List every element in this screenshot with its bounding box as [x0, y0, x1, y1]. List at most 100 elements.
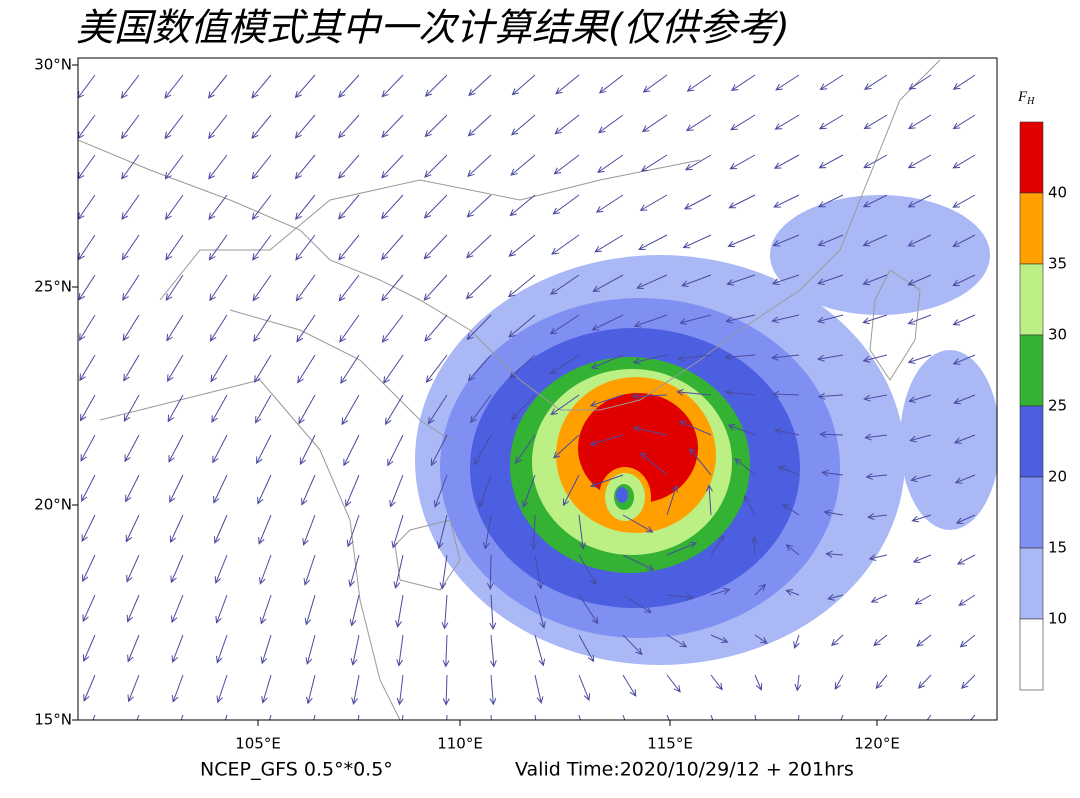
wind-arrow — [907, 274, 932, 286]
wind-arrow — [164, 114, 184, 140]
wind-arrow — [259, 594, 272, 625]
wind-arrow — [710, 534, 725, 556]
wind-arrow — [863, 114, 888, 130]
lon-label: 115°E — [647, 735, 693, 753]
wind-arrow — [164, 194, 184, 221]
wind-arrow — [166, 314, 184, 342]
wind-arrow — [666, 674, 681, 693]
wind-arrow — [338, 74, 360, 98]
wind-arrow — [591, 314, 624, 331]
wind-arrow — [208, 234, 228, 261]
wind-arrow — [166, 354, 184, 383]
wind-arrow — [771, 353, 800, 361]
wind-arrow — [907, 234, 932, 247]
colorbar-label: 15 — [1048, 539, 1067, 557]
wind-arrow — [870, 594, 888, 603]
wind-arrow — [578, 594, 599, 625]
wind-arrow — [351, 674, 360, 705]
wind-arrow — [680, 274, 712, 287]
wind-arrow — [562, 474, 580, 507]
wind-arrow — [595, 194, 624, 213]
wind-arrow — [465, 234, 492, 259]
wind-arrow — [344, 474, 360, 508]
wind-arrow — [773, 154, 800, 169]
wind-arrow — [341, 394, 360, 426]
wind-arrow — [510, 394, 536, 421]
wind-arrow — [724, 389, 756, 396]
wind-arrow — [743, 494, 756, 516]
wind-arrow — [960, 674, 976, 690]
wind-arrow — [818, 114, 844, 130]
wind-arrow — [180, 714, 184, 720]
wind-arrow — [817, 354, 844, 362]
wind-arrow — [641, 114, 668, 133]
title: 美国数值模式其中一次计算结果(仅供参考) — [76, 6, 790, 50]
wind-arrow — [793, 634, 800, 650]
wind-arrow — [122, 274, 140, 301]
wind-arrow — [589, 474, 624, 488]
wind-arrow — [734, 458, 756, 476]
wind-arrow — [509, 194, 536, 217]
wind-arrow — [395, 594, 404, 628]
wind-arrow — [549, 354, 580, 375]
wind-arrow — [121, 154, 140, 180]
wind-arrow — [466, 194, 492, 218]
wind-arrow — [121, 194, 140, 221]
wind-arrow — [666, 484, 678, 516]
wind-arrow — [165, 234, 184, 261]
wind-arrow — [424, 154, 448, 178]
wind-arrow — [258, 514, 272, 545]
wind-arrow — [684, 154, 712, 171]
colorbar-segment — [1019, 334, 1044, 407]
wind-arrow — [171, 634, 184, 663]
map-frame — [77, 57, 998, 721]
wind-arrow — [594, 234, 624, 253]
wind-arrow — [817, 274, 844, 286]
wind-arrow — [909, 434, 932, 443]
wind-arrow — [122, 314, 140, 342]
wind-arrow — [597, 154, 624, 174]
wind-arrow — [622, 554, 655, 571]
wind-arrow — [754, 714, 757, 720]
wind-arrow — [338, 114, 360, 139]
wind-arrow — [81, 474, 96, 502]
wind-arrow — [952, 114, 976, 130]
wind-arrow — [511, 74, 536, 96]
wind-arrow — [439, 554, 448, 590]
wind-arrow — [482, 514, 492, 550]
wind-arrow — [862, 314, 888, 325]
wind-arrow — [120, 114, 140, 140]
wind-arrow — [632, 425, 668, 436]
wind-arrow — [633, 314, 668, 328]
wind-arrow — [211, 394, 228, 423]
wind-arrow — [773, 194, 800, 208]
wind-arrow — [638, 234, 668, 251]
wind-arrow — [260, 634, 272, 665]
wind-arrow — [916, 634, 932, 647]
wind-arrow — [209, 274, 228, 302]
wind-arrow — [724, 353, 756, 361]
wind-arrow — [639, 194, 668, 211]
wind-arrow — [339, 314, 360, 343]
wind-arrow — [486, 554, 494, 591]
wind-arrow — [215, 594, 228, 624]
wind-arrow — [552, 194, 580, 215]
wind-arrow — [78, 274, 96, 301]
wind-arrow — [124, 434, 140, 463]
wind-arrow — [301, 474, 316, 506]
wind-arrow — [338, 234, 360, 261]
wind-arrow — [917, 674, 932, 689]
colorbar: 40 35 30 25 20 15 10 — [1019, 121, 1067, 691]
wind-arrow — [303, 554, 316, 586]
wind-arrow — [676, 388, 712, 396]
wind-arrow — [553, 154, 580, 175]
wind-arrow — [873, 634, 888, 647]
colorbar-title: FH — [1017, 89, 1035, 107]
wind-arrow — [79, 354, 96, 382]
wind-arrow — [393, 554, 404, 589]
wind-arrow — [466, 314, 492, 341]
wind-arrow — [771, 314, 800, 324]
wind-arrow — [705, 484, 713, 516]
wind-arrow — [255, 394, 272, 424]
wind-arrow — [383, 354, 404, 384]
